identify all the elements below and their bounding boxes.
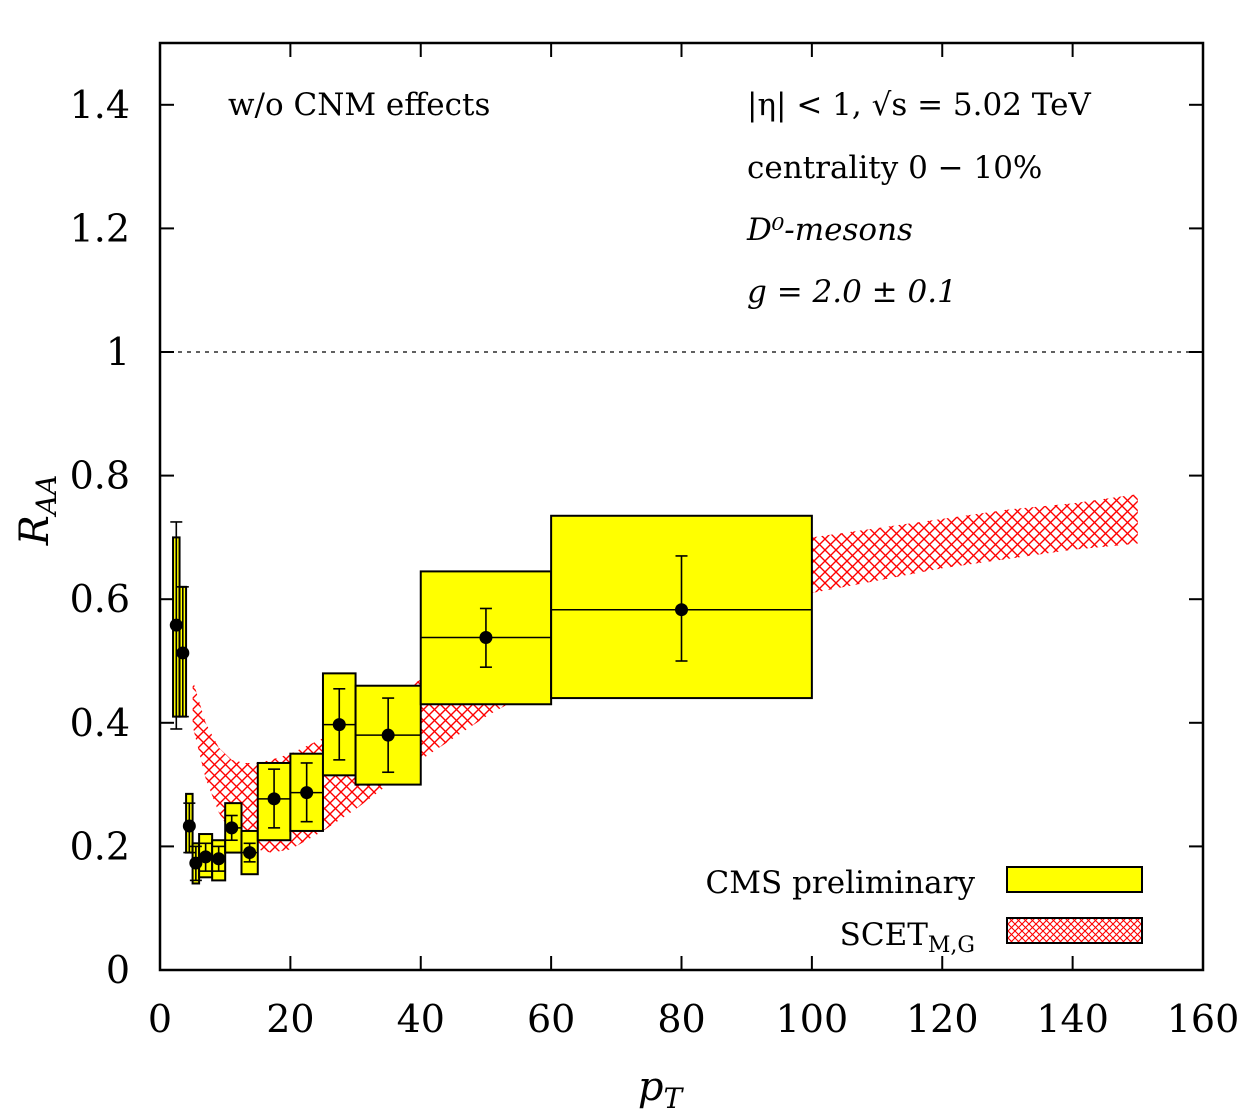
x-axis-label-sub: T [663, 1082, 684, 1115]
x-tick-label: 80 [657, 997, 705, 1041]
y-axis-label: RAA [12, 475, 63, 547]
y-tick-labels: 0 0.2 0.4 0.6 0.8 1 1.2 1.4 [70, 83, 130, 992]
cms-point [267, 792, 281, 806]
cms-point [381, 728, 395, 742]
cms-point [189, 856, 203, 870]
y-tick-label: 1.2 [70, 206, 130, 250]
y-tick-label: 1 [106, 330, 130, 374]
cms-point [176, 646, 190, 660]
annotation-meson: D⁰-mesons [746, 212, 913, 248]
y-tick-label: 0.2 [70, 824, 130, 868]
cms-point [479, 631, 493, 645]
annotation-centrality: centrality 0 − 10% [747, 150, 1042, 186]
x-tick-labels: 0 20 40 60 80 100 120 140 160 [148, 997, 1239, 1041]
x-tick-label: 120 [906, 997, 979, 1041]
legend: CMS preliminary SCETM,G [706, 865, 1143, 958]
cms-point [300, 786, 314, 800]
legend-label-scet-sub: M,G [928, 933, 975, 958]
annotation-eta: |η| < 1, √s = 5.02 TeV [747, 87, 1091, 123]
y-tick-label: 0.6 [70, 577, 130, 621]
annotation-cnm: w/o CNM effects [228, 87, 490, 123]
legend-swatch-cms [1006, 866, 1143, 893]
cms-point [225, 821, 239, 835]
cms-point [675, 603, 688, 617]
cms-point [199, 850, 213, 864]
legend-label-scet: SCETM,G [840, 917, 975, 958]
axis-ticks [159, 43, 1204, 971]
x-tick-label: 60 [527, 997, 575, 1041]
cms-point [212, 852, 226, 866]
y-tick-label: 1.4 [70, 83, 130, 127]
y-tick-label: 0.8 [70, 454, 130, 498]
x-tick-label: 160 [1167, 997, 1240, 1041]
legend-swatch-scet [1006, 917, 1143, 944]
cms-points [169, 521, 812, 882]
x-tick-label: 100 [776, 997, 849, 1041]
x-axis-label: pT [638, 1064, 685, 1115]
cms-point [169, 618, 183, 632]
annotation-coupling: g = 2.0 ± 0.1 [747, 274, 957, 310]
x-tick-label: 40 [397, 997, 445, 1041]
legend-label-cms: CMS preliminary [706, 865, 976, 901]
x-tick-label: 20 [266, 997, 314, 1041]
y-tick-label: 0.4 [70, 701, 130, 745]
x-tick-label: 140 [1036, 997, 1109, 1041]
cms-point [332, 718, 346, 732]
y-axis-label-sub: AA [30, 475, 63, 518]
x-tick-label: 0 [148, 997, 172, 1041]
cms-point [182, 819, 196, 833]
cms-point [243, 846, 257, 860]
y-tick-label: 0 [106, 948, 130, 992]
